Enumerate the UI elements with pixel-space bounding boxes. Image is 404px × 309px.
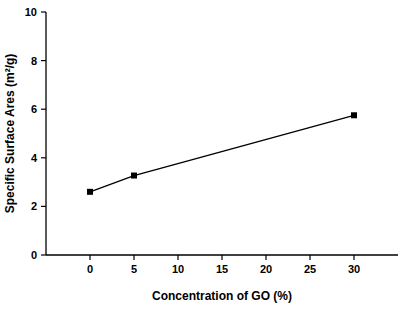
y-axis-label: Specific Surface Ares (m²/g) bbox=[3, 54, 17, 214]
y-tick-label: 6 bbox=[31, 103, 37, 115]
data-point bbox=[131, 173, 137, 179]
y-tick bbox=[41, 157, 46, 158]
x-tick-label: 5 bbox=[131, 263, 137, 275]
x-tick bbox=[177, 255, 178, 260]
x-axis-label: Concentration of GO (%) bbox=[152, 289, 292, 303]
x-tick-label: 30 bbox=[348, 263, 360, 275]
x-tick bbox=[353, 255, 354, 260]
chart: 0 2 4 6 8 10 0 5 10 15 20 25 30 Concentration of GO (… bbox=[0, 0, 404, 309]
x-tick-label: 25 bbox=[304, 263, 316, 275]
x-tick-label: 15 bbox=[216, 263, 228, 275]
y-axis bbox=[45, 12, 46, 255]
data-point bbox=[351, 112, 357, 118]
x-tick bbox=[309, 255, 310, 260]
y-tick-label: 2 bbox=[31, 200, 37, 212]
x-tick bbox=[265, 255, 266, 260]
y-tick bbox=[41, 254, 46, 255]
x-tick bbox=[133, 255, 134, 260]
x-tick bbox=[221, 255, 222, 260]
x-tick-label: 20 bbox=[260, 263, 272, 275]
y-tick bbox=[41, 109, 46, 110]
x-tick-label: 10 bbox=[172, 263, 184, 275]
y-tick-label: 10 bbox=[25, 6, 37, 18]
y-tick-label: 0 bbox=[31, 249, 37, 261]
data-line bbox=[90, 115, 354, 192]
y-tick-label: 8 bbox=[31, 55, 37, 67]
y-tick-label: 4 bbox=[31, 152, 38, 164]
y-tick bbox=[41, 206, 46, 207]
x-tick-label: 0 bbox=[87, 263, 93, 275]
y-tick bbox=[41, 11, 46, 12]
y-tick bbox=[41, 60, 46, 61]
x-tick bbox=[89, 255, 90, 260]
plot-area bbox=[87, 112, 357, 195]
data-point bbox=[87, 189, 93, 195]
